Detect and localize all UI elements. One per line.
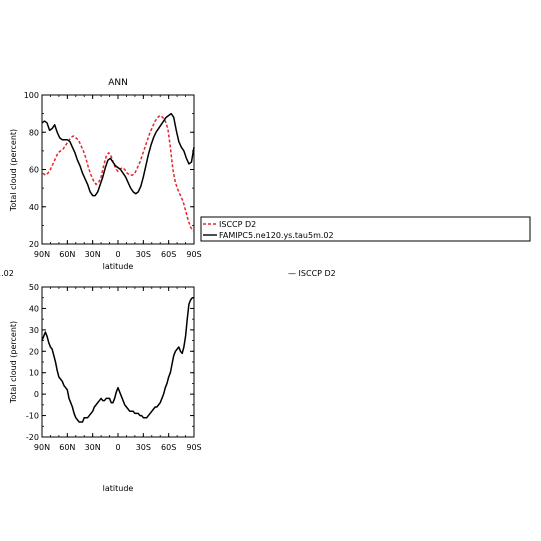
legend: ISCCP D2 FAMIPC5.ne120.ys.tau5m.02 [200, 216, 531, 242]
y-tick-label: 50 [29, 283, 39, 292]
y-tick-label: -10 [26, 412, 39, 421]
y-tick-label: 20 [29, 347, 39, 356]
x-tick-label: 30N [85, 443, 101, 452]
legend-box [200, 216, 531, 242]
series-line-famipc5-ne120-ys-tau5m-02 [41, 112, 195, 197]
bottom-y-axis-label: Total cloud (percent) [9, 321, 18, 404]
clipped-left-label: 1.02 [0, 269, 14, 278]
top-plot-area: 90N 60N 30N 0 30S 60S 90S 20 40 60 80 100 [24, 91, 202, 259]
x-tick-label: 30S [136, 443, 151, 452]
x-tick-label: 90S [186, 250, 201, 259]
x-tick-label: 90S [186, 443, 201, 452]
x-tick-label: 30N [85, 250, 101, 259]
top-y-axis-label: Total cloud (percent) [9, 129, 18, 212]
y-tick-label: 40 [29, 304, 39, 313]
x-tick-label: 0 [115, 250, 120, 259]
y-tick-label: 0 [34, 390, 39, 399]
y-tick-label: 10 [29, 369, 39, 378]
legend-label-isccp: ISCCP D2 [219, 220, 256, 229]
bottom-plot-area: 90N 60N 30N 0 30S 60S 90S -20 -10 0 10 20 30 40 50 [26, 283, 202, 452]
legend-label-famipc5: FAMIPC5.ne120.ys.tau5m.02 [219, 231, 334, 240]
x-tick-label: 90N [34, 443, 50, 452]
y-tick-label: 20 [29, 240, 39, 249]
top-panel-title: ANN [108, 78, 128, 88]
y-tick-label: 30 [29, 326, 39, 335]
y-tick-label: 100 [24, 91, 39, 100]
x-tick-label: 0 [115, 443, 120, 452]
y-tick-label: 60 [29, 166, 39, 175]
y-tick-label: 40 [29, 203, 39, 212]
x-tick-label: 60N [59, 443, 75, 452]
top-x-axis-label: latitude [103, 262, 134, 271]
y-tick-label: 80 [29, 128, 39, 137]
x-tick-label: 60S [161, 443, 176, 452]
bottom-x-axis-label: latitude [103, 484, 134, 493]
clipped-center-legend: — ISCCP D2 [288, 269, 336, 278]
series-line-isccp-d2 [42, 114, 194, 232]
bottom-panel: 90N 60N 30N 0 30S 60S 90S -20 -10 0 10 20 30 40 50 lat… [9, 283, 202, 493]
x-tick-label: 60N [59, 250, 75, 259]
series-line-difference [41, 296, 194, 423]
x-tick-label: 60S [161, 250, 176, 259]
top-panel: ANN 90N 60N 30N 0 30S 60S 90S 20 40 60 80 100 latit… [9, 78, 202, 271]
y-tick-label: -20 [26, 433, 39, 442]
x-tick-label: 90N [34, 250, 50, 259]
x-tick-label: 30S [136, 250, 151, 259]
